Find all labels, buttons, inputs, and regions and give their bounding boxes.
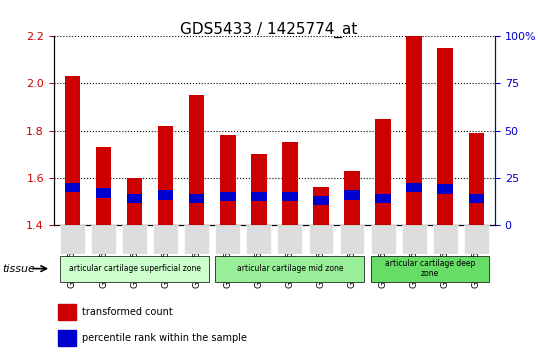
FancyBboxPatch shape <box>402 225 427 254</box>
Bar <box>313 187 329 225</box>
Bar <box>65 183 80 192</box>
Bar <box>65 77 80 225</box>
Bar <box>313 196 329 205</box>
Text: GDS5433 / 1425774_at: GDS5433 / 1425774_at <box>180 22 358 38</box>
Bar <box>469 133 484 225</box>
Bar <box>58 304 76 320</box>
Bar <box>344 190 360 200</box>
FancyBboxPatch shape <box>122 225 147 254</box>
FancyBboxPatch shape <box>339 225 364 254</box>
Bar <box>127 194 143 203</box>
FancyBboxPatch shape <box>371 225 395 254</box>
Bar <box>406 36 422 225</box>
Bar <box>251 154 267 225</box>
FancyBboxPatch shape <box>278 225 302 254</box>
Bar <box>406 183 422 192</box>
Bar <box>189 95 204 225</box>
Text: articular cartilage mid zone: articular cartilage mid zone <box>237 264 343 273</box>
Bar <box>220 135 236 225</box>
Text: articular cartilage superficial zone: articular cartilage superficial zone <box>68 264 201 273</box>
FancyBboxPatch shape <box>60 256 209 282</box>
Bar <box>58 330 76 346</box>
Bar <box>282 192 298 201</box>
Bar <box>344 171 360 225</box>
FancyBboxPatch shape <box>185 225 209 254</box>
FancyBboxPatch shape <box>433 225 458 254</box>
FancyBboxPatch shape <box>309 225 334 254</box>
FancyBboxPatch shape <box>371 256 489 282</box>
Bar <box>96 147 111 225</box>
Bar <box>376 119 391 225</box>
FancyBboxPatch shape <box>91 225 116 254</box>
Text: articular cartilage deep
zone: articular cartilage deep zone <box>385 259 475 278</box>
FancyBboxPatch shape <box>215 225 240 254</box>
Bar <box>282 143 298 225</box>
Bar <box>96 188 111 198</box>
FancyBboxPatch shape <box>215 256 364 282</box>
FancyBboxPatch shape <box>153 225 178 254</box>
Bar <box>158 126 173 225</box>
Text: transformed count: transformed count <box>82 307 173 317</box>
FancyBboxPatch shape <box>60 225 85 254</box>
Bar <box>158 190 173 200</box>
FancyBboxPatch shape <box>246 225 271 254</box>
Text: tissue: tissue <box>3 264 36 274</box>
Bar <box>251 192 267 201</box>
Bar <box>220 192 236 201</box>
FancyBboxPatch shape <box>464 225 489 254</box>
Bar <box>469 194 484 203</box>
Text: percentile rank within the sample: percentile rank within the sample <box>82 333 247 343</box>
Bar <box>437 48 453 225</box>
Bar <box>189 194 204 203</box>
Bar <box>127 178 143 225</box>
Bar <box>376 194 391 203</box>
Bar <box>437 184 453 194</box>
